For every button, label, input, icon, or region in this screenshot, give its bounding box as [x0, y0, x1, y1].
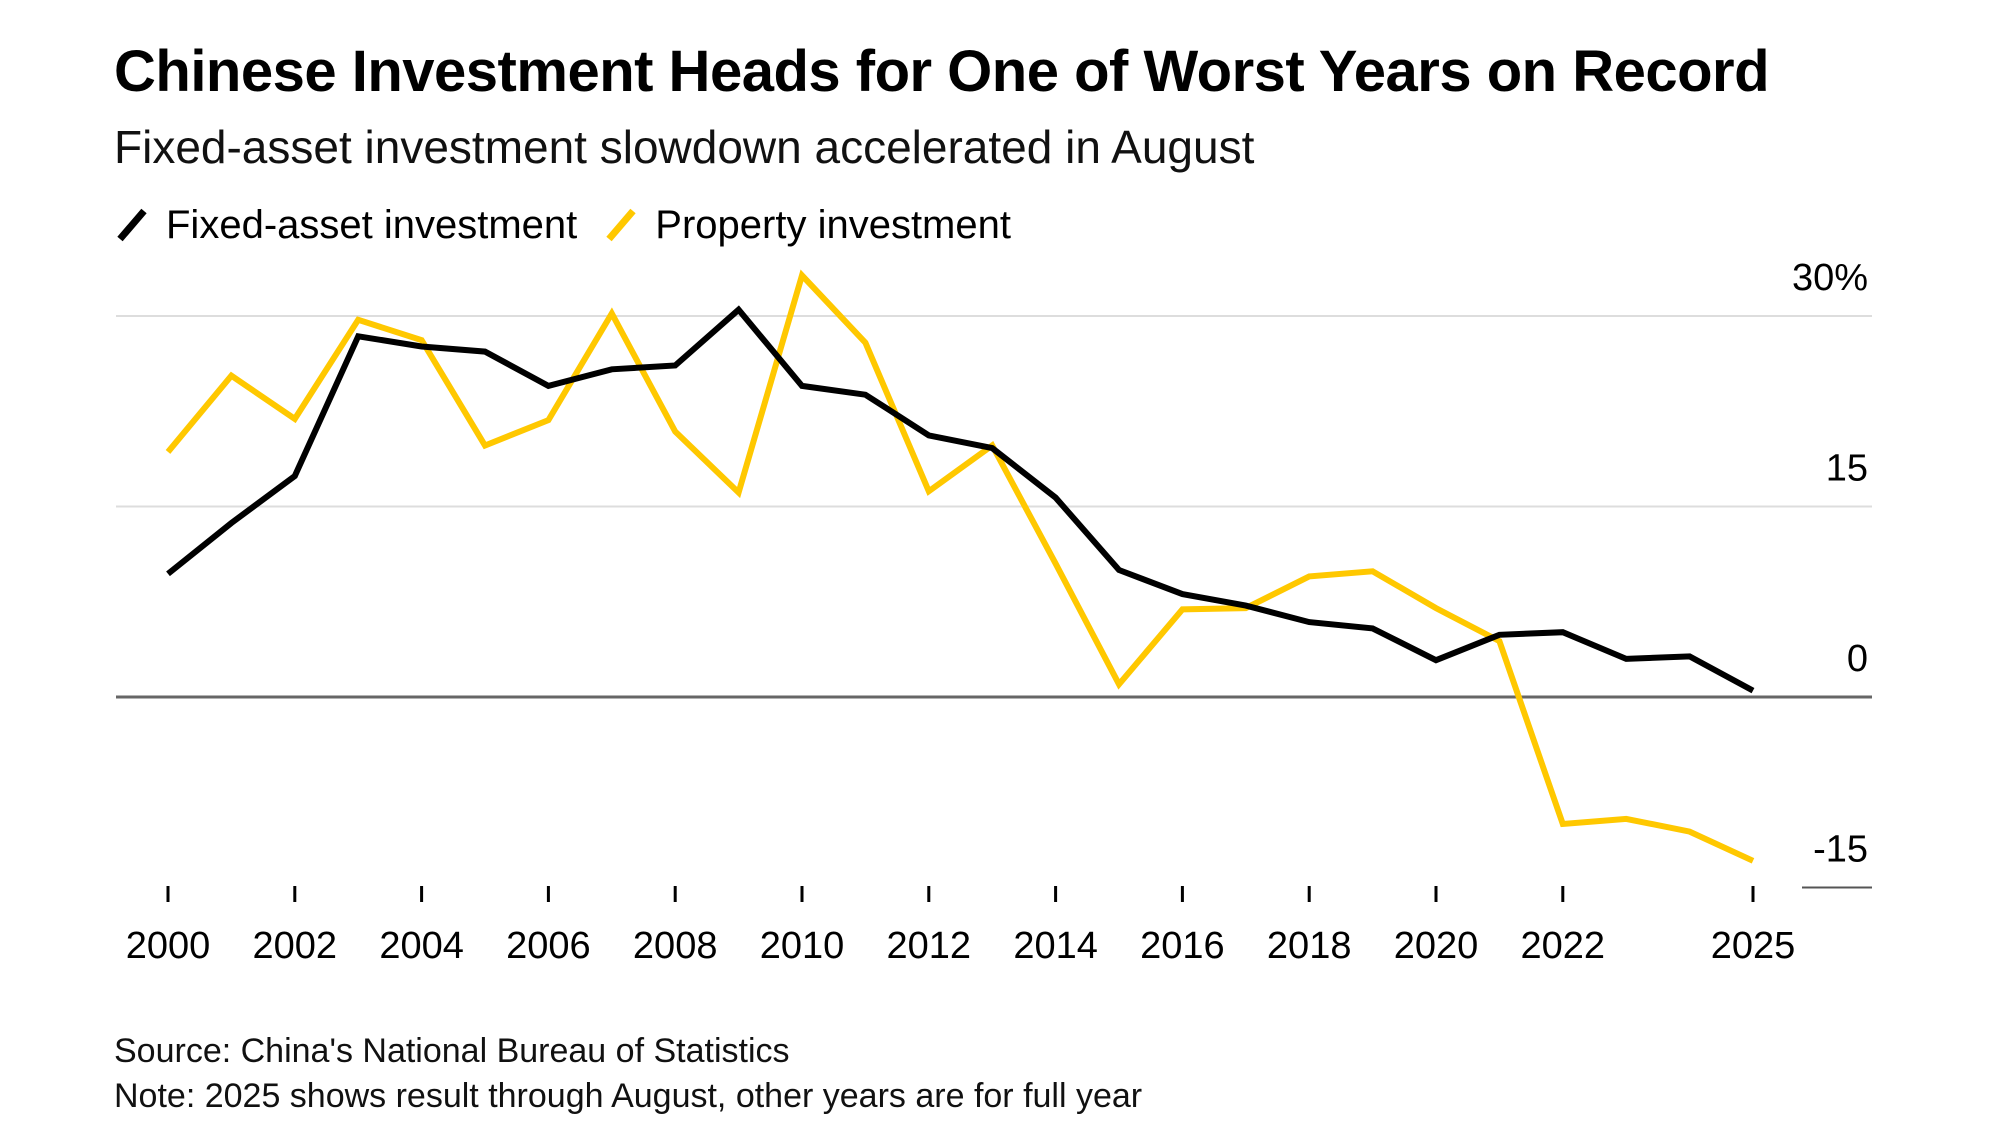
legend-label-property: Property investment	[655, 202, 1011, 247]
footnote: Note: 2025 shows result through August, …	[114, 1077, 1143, 1115]
x-tick-label: 2002	[253, 925, 338, 967]
series-line-property	[165, 269, 1755, 864]
legend: Fixed-asset investment Property investme…	[114, 200, 1037, 250]
x-tick-label: 2010	[760, 925, 845, 967]
legend-item-property: Property investment	[603, 203, 1011, 248]
legend-label-fixed-asset: Fixed-asset investment	[166, 202, 578, 247]
x-tick-label: 2018	[1267, 925, 1352, 967]
legend-swatch-property	[606, 208, 636, 242]
x-tick-label: 2020	[1394, 925, 1479, 967]
x-tick-label: 2008	[633, 925, 718, 967]
x-tick-label: 2004	[379, 925, 464, 967]
legend-swatch-fixed-asset	[117, 208, 147, 242]
y-tick-label: 15	[1826, 448, 1868, 490]
series-line-fixed-asset	[166, 305, 1755, 694]
x-tick-label: 2006	[506, 925, 591, 967]
chart-title: Chinese Investment Heads for One of Wors…	[114, 39, 1770, 104]
x-tick-label: 2022	[1521, 925, 1606, 967]
source-note: Source: China's National Bureau of Stati…	[114, 1032, 790, 1070]
x-tick-label: 2025	[1711, 925, 1796, 967]
chart-subtitle: Fixed-asset investment slowdown accelera…	[114, 121, 1255, 173]
x-tick-label: 2012	[887, 925, 972, 967]
x-tick-label: 2000	[126, 925, 211, 967]
legend-item-fixed-asset: Fixed-asset investment	[114, 203, 577, 248]
x-tick-label: 2014	[1013, 925, 1098, 967]
x-tick-label: 2016	[1140, 925, 1225, 967]
y-tick-label: 30%	[1792, 257, 1868, 299]
y-tick-label: 0	[1847, 638, 1868, 680]
y-tick-label: -15	[1813, 829, 1868, 871]
